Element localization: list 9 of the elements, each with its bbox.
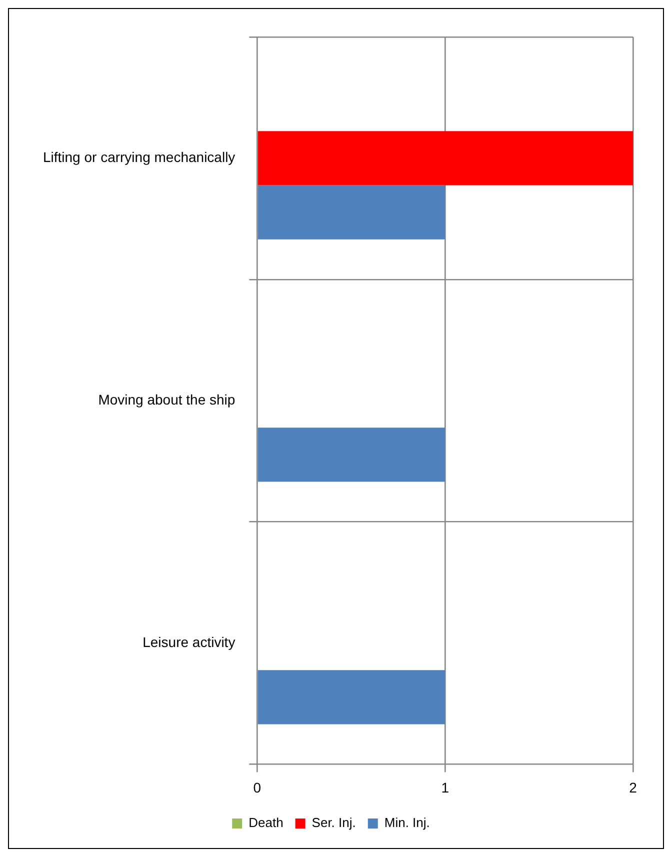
legend-label: Min. Inj. <box>384 815 430 830</box>
y-tick-label: Lifting or carrying mechanically <box>42 149 236 166</box>
legend-label: Ser. Inj. <box>312 815 356 830</box>
x-tick-label: 0 <box>253 779 262 796</box>
x-tick-label: 1 <box>441 779 450 796</box>
legend-label: Death <box>248 815 284 830</box>
y-tick-label: Leisure activity <box>142 634 236 650</box>
y-tick-label: Moving about the ship <box>98 391 236 408</box>
x-tick-label: 2 <box>629 779 638 796</box>
